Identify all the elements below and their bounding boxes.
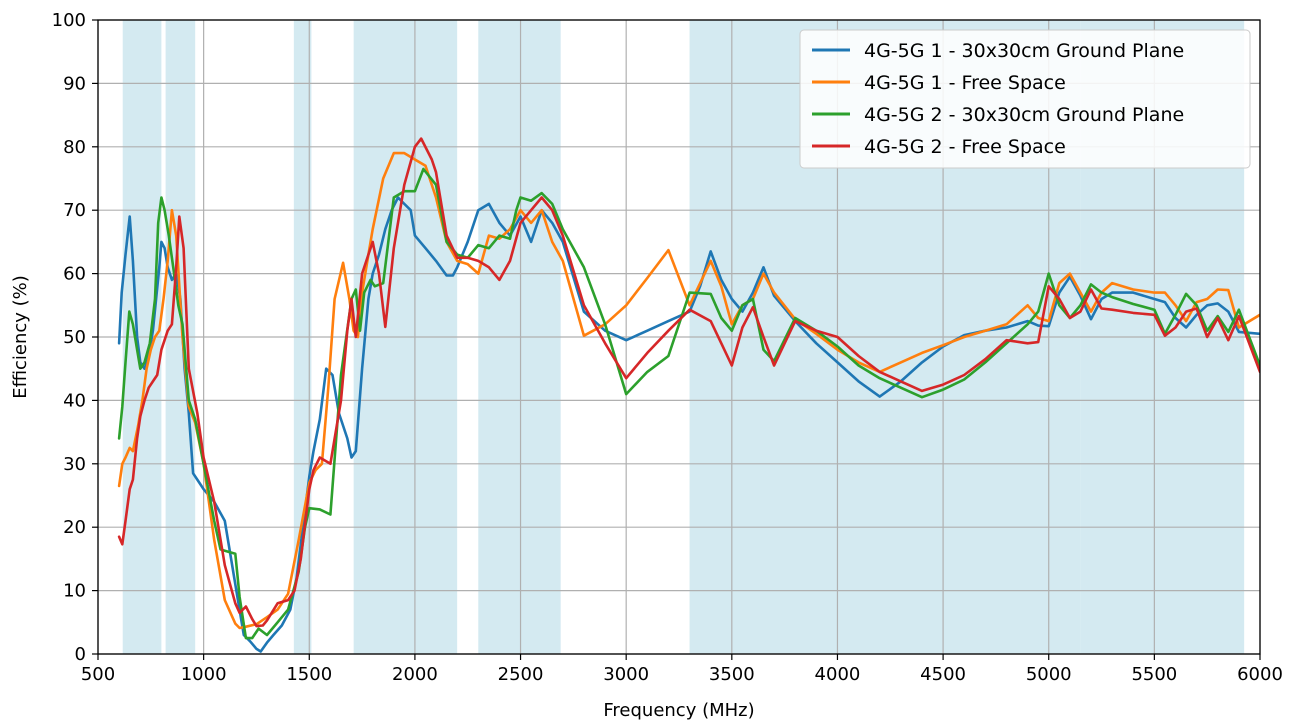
y-tick-label: 40 [63, 390, 86, 411]
y-tick-label: 20 [63, 517, 86, 538]
axis-ticks: 500 1000 1500 2000 2500 3000 3500 4000 4500 5000 5… [52, 10, 1283, 685]
y-tick-label: 60 [63, 264, 86, 285]
y-tick-label: 10 [63, 581, 86, 602]
legend-label-3: 4G-5G 2 - 30x30cm Ground Plane [864, 104, 1184, 126]
y-axis-label: Efficiency (%) [10, 275, 31, 399]
legend: 4G-5G 1 - 30x30cm Ground Plane 4G-5G 1 - … [799, 29, 1251, 169]
x-axis-label: Frequency (MHz) [603, 700, 754, 721]
y-tick-label: 80 [63, 137, 86, 158]
x-tick-label: 5000 [1026, 664, 1072, 685]
x-tick-label: 6000 [1237, 664, 1283, 685]
series-lines [117, 137, 1260, 653]
x-tick-label: 4000 [815, 664, 861, 685]
x-tick-label: 2000 [392, 664, 438, 685]
y-tick-label: 50 [63, 327, 86, 348]
x-tick-label: 4500 [920, 664, 966, 685]
x-tick-label: 3000 [603, 664, 649, 685]
x-tick-label: 2500 [498, 664, 544, 685]
y-tick-label: 70 [63, 200, 86, 221]
x-tick-label: 500 [81, 664, 115, 685]
x-tick-label: 1500 [286, 664, 332, 685]
legend-label-2: 4G-5G 1 - Free Space [864, 72, 1066, 94]
legend-box [799, 29, 1251, 169]
x-tick-label: 1000 [181, 664, 227, 685]
series-line-4 [117, 137, 1260, 628]
series-line-1 [117, 196, 1260, 653]
legend-label-1: 4G-5G 1 - 30x30cm Ground Plane [864, 40, 1184, 62]
x-tick-label: 5500 [1131, 664, 1177, 685]
y-tick-label: 0 [75, 644, 86, 665]
x-tick-label: 3500 [709, 664, 755, 685]
legend-label-4: 4G-5G 2 - Free Space [864, 136, 1066, 158]
y-tick-label: 90 [63, 73, 86, 94]
y-tick-label: 30 [63, 454, 86, 475]
y-tick-label: 100 [52, 10, 86, 31]
series-line-3 [117, 167, 1260, 640]
